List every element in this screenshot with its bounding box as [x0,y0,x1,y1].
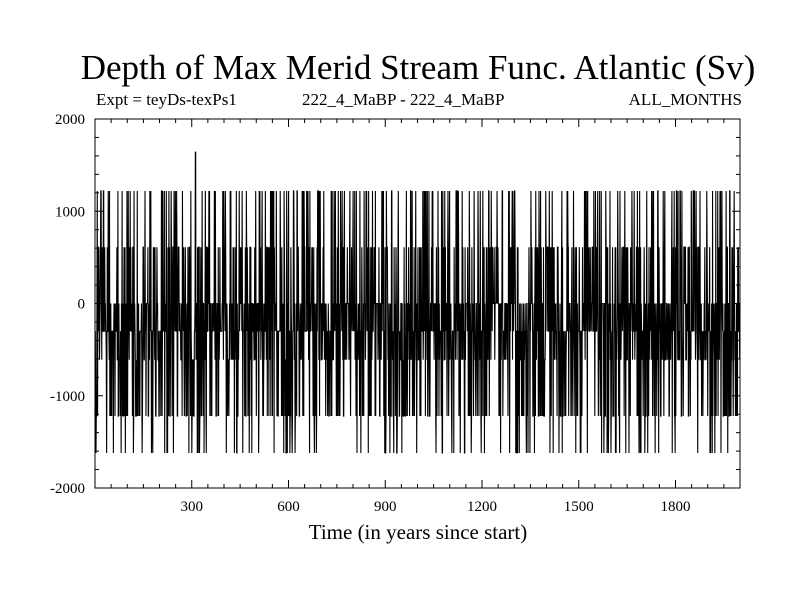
x-tick-label: 1200 [467,499,497,515]
x-tick-label: 1500 [564,499,594,515]
run-comparison-label: 222_4_MaBP - 222_4_MaBP [302,90,505,109]
series-line [94,151,741,454]
chart-title: Depth of Max Merid Stream Func. Atlantic… [80,48,756,87]
x-tick-label: 900 [374,499,397,515]
axis-layer: 2000 1000 0 -1000 -2000 300 600 900 1200 1500 1800 [50,112,741,515]
y-tick-label: 1000 [55,204,85,220]
x-tick-label: 300 [181,499,204,515]
y-tick-label: -2000 [50,481,85,497]
x-axis-title: Time (in years since start) [309,520,528,544]
y-tick-label: 0 [78,297,86,313]
series-layer [94,151,741,454]
experiment-label: Expt = teyDs-texPs1 [96,90,237,109]
y-tick-label: 2000 [55,112,85,128]
x-tick-label: 1800 [661,499,691,515]
months-label: ALL_MONTHS [628,90,742,109]
x-tick-label: 600 [277,499,300,515]
y-tick-label: -1000 [50,389,85,405]
